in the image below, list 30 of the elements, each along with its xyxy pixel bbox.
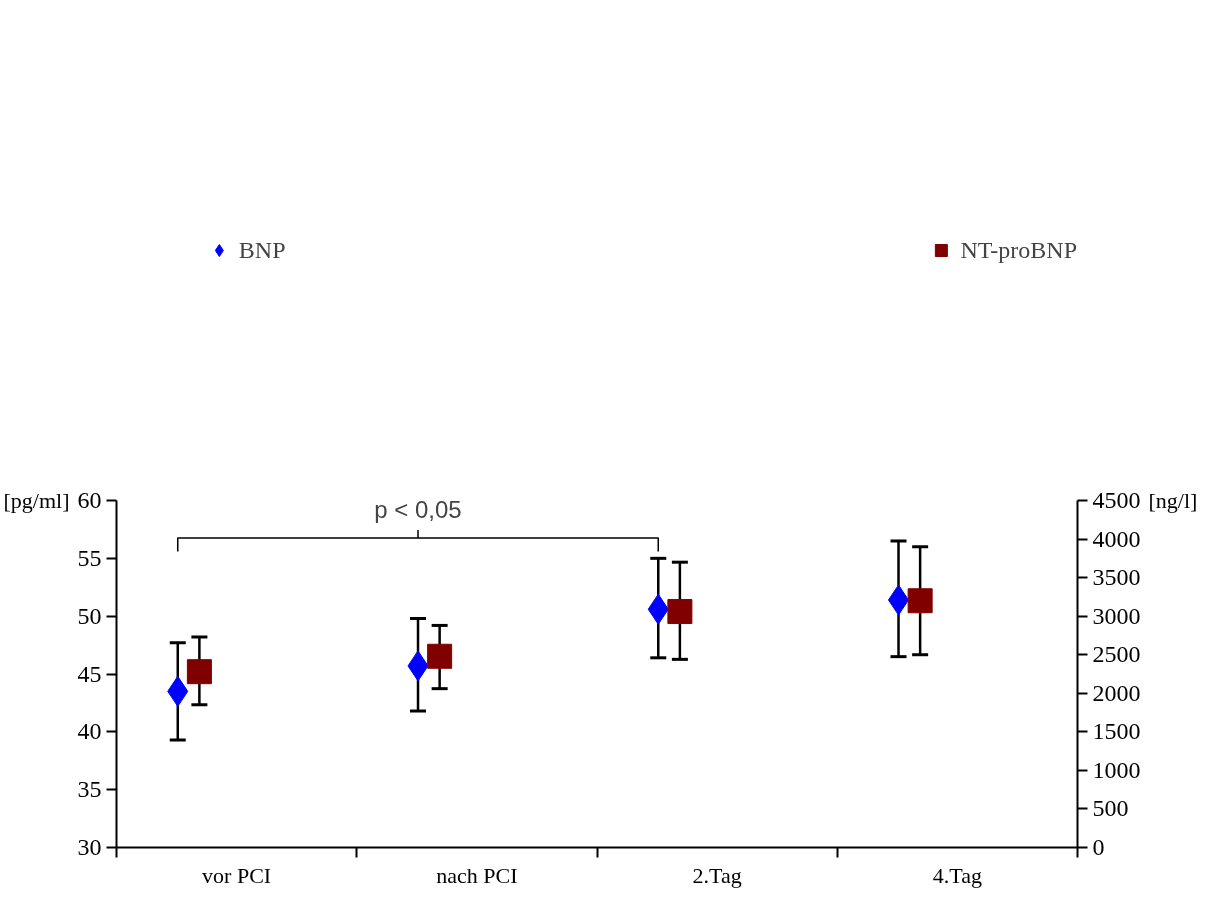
- legend-label: BNP: [238, 236, 286, 264]
- y-tick-label: 40: [77, 718, 102, 745]
- y2-tick-label: 2000: [1092, 679, 1141, 706]
- y2-tick-label: 2500: [1092, 641, 1141, 668]
- y2-tick-label: 1500: [1092, 718, 1141, 745]
- y-tick-label: 30: [77, 834, 102, 860]
- point: [907, 588, 933, 614]
- y2-tick-label: 1000: [1092, 756, 1141, 783]
- y-tick-label: 55: [77, 544, 102, 571]
- y2-tick-label: 4500: [1092, 487, 1141, 513]
- y-tick-label: 60: [77, 487, 102, 513]
- point: [667, 599, 693, 625]
- point: [186, 659, 212, 685]
- y2-tick-label: 3000: [1092, 602, 1141, 629]
- legend-label: NT-proBNP: [960, 236, 1077, 264]
- y-axis-title: [pg/ml]: [3, 488, 70, 513]
- y2-tick-label: 3500: [1092, 564, 1141, 591]
- x-tick-label: nach PCI: [436, 862, 518, 888]
- y2-tick-label: 4000: [1092, 525, 1141, 552]
- y2-axis-title: [ng/l]: [1148, 488, 1198, 513]
- x-tick-label: 4.Tag: [932, 862, 982, 888]
- y-tick-label: 50: [77, 602, 102, 629]
- y-tick-label: 35: [77, 776, 102, 803]
- x-tick-label: vor PCI: [202, 862, 272, 888]
- annotation: p < 0,05: [374, 496, 462, 524]
- y2-tick-label: 500: [1092, 795, 1129, 822]
- y2-tick-label: 0: [1092, 834, 1105, 860]
- y-tick-label: 45: [77, 660, 102, 687]
- point: [427, 643, 453, 669]
- x-tick-label: 2.Tag: [692, 862, 742, 888]
